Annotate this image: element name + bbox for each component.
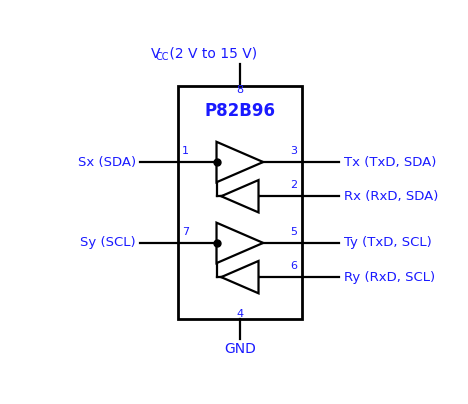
Text: 8: 8	[236, 86, 243, 95]
Polygon shape	[221, 261, 258, 293]
Text: Ry (RxD, SCL): Ry (RxD, SCL)	[344, 271, 435, 284]
Text: V: V	[151, 47, 161, 61]
Text: GND: GND	[224, 343, 256, 356]
Text: (2 V to 15 V): (2 V to 15 V)	[165, 47, 256, 61]
Text: 2: 2	[290, 180, 297, 190]
Text: 3: 3	[291, 146, 297, 156]
Text: Rx (RxD, SDA): Rx (RxD, SDA)	[344, 190, 439, 203]
Polygon shape	[217, 223, 263, 263]
Bar	[178, 86, 302, 319]
Text: 4: 4	[236, 309, 243, 320]
Text: 5: 5	[291, 227, 297, 237]
Polygon shape	[221, 180, 258, 213]
Text: 6: 6	[291, 261, 297, 271]
Text: P82B96: P82B96	[205, 102, 275, 120]
Text: CC: CC	[155, 53, 169, 63]
Text: 1: 1	[183, 146, 189, 156]
Text: Sx (SDA): Sx (SDA)	[78, 156, 136, 168]
Text: Ty (TxD, SCL): Ty (TxD, SCL)	[344, 236, 432, 249]
Text: 7: 7	[183, 227, 190, 237]
Polygon shape	[217, 142, 263, 182]
Text: Tx (TxD, SDA): Tx (TxD, SDA)	[344, 156, 437, 168]
Text: Sy (SCL): Sy (SCL)	[80, 236, 136, 249]
